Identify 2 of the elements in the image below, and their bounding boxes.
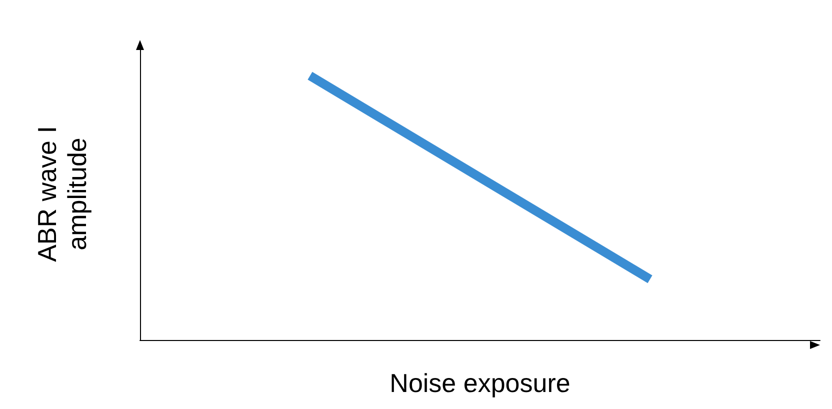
y-axis-title: ABR wave I amplitude — [32, 126, 92, 262]
x-axis-title: Noise exposure — [390, 368, 570, 398]
